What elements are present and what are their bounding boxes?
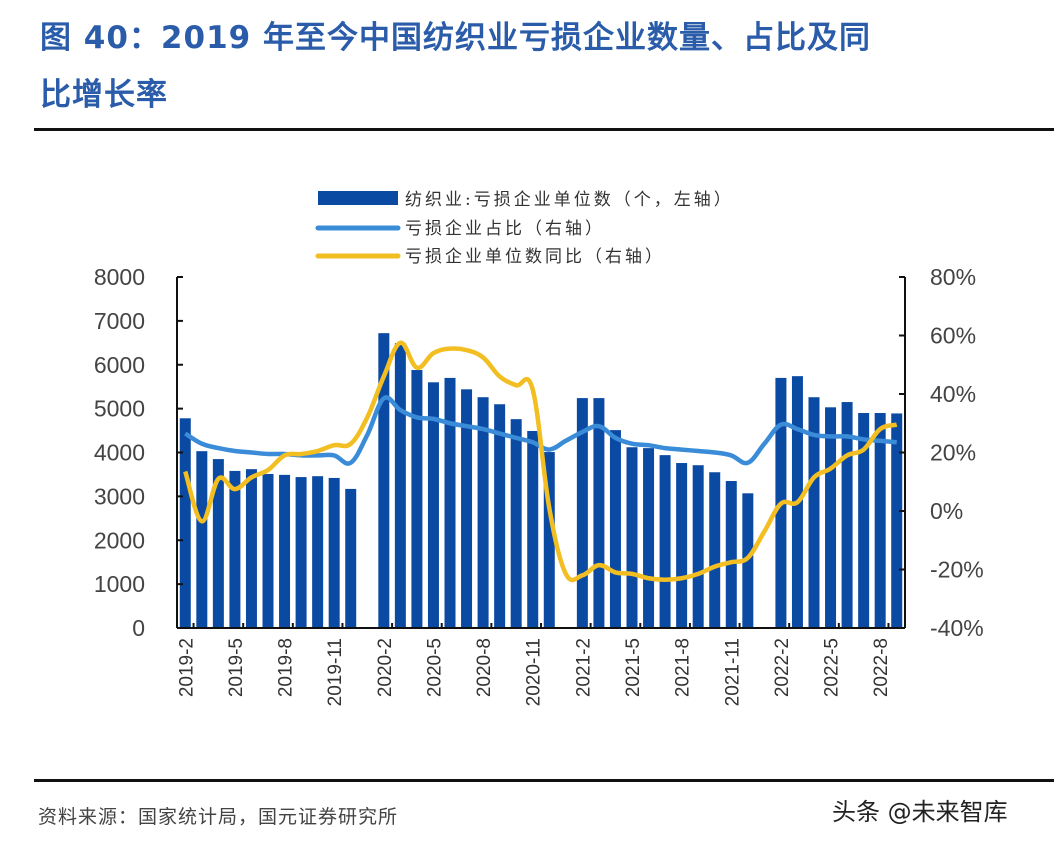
bar-2020-8 xyxy=(477,397,489,628)
legend-label-share: 亏损企业占比（右轴） xyxy=(405,219,605,239)
bar-2020-4 xyxy=(411,370,423,628)
legend-label-bars: 纺织业:亏损企业单位数（个，左轴） xyxy=(405,190,734,210)
left-tick-label: 7000 xyxy=(94,308,145,334)
line-loss-yoy xyxy=(183,340,898,583)
bar-2021-2 xyxy=(576,398,588,628)
bar-2019-2 xyxy=(179,418,191,628)
bar-2022-6 xyxy=(841,402,853,628)
right-tick-label: 80% xyxy=(930,264,976,290)
bar-2019-9 xyxy=(295,477,307,628)
bar-2019-3 xyxy=(196,451,208,628)
x-tick-label: 2019-5 xyxy=(226,638,247,697)
top-divider xyxy=(34,128,1054,131)
title-line-1: 图 40：2019 年至今中国纺织业亏损企业数量、占比及同 xyxy=(40,20,872,56)
x-tick-label: 2021-8 xyxy=(673,638,694,697)
legend-label-yoy: 亏损企业单位数同比（右轴） xyxy=(405,247,665,267)
bar-2022-8 xyxy=(874,413,886,628)
bar-2021-4 xyxy=(609,430,621,628)
bar-2019-12 xyxy=(345,488,357,628)
bar-2020-12 xyxy=(543,452,555,628)
bar-2019-7 xyxy=(262,473,274,628)
right-tick-label: 40% xyxy=(930,381,976,407)
x-tick-label: 2021-11 xyxy=(722,638,743,706)
left-tick-label: 0 xyxy=(132,615,145,641)
x-tick-label: 2019-2 xyxy=(176,638,197,697)
bar-2020-9 xyxy=(494,404,506,628)
bar-2021-11 xyxy=(725,481,737,628)
bar-2022-4 xyxy=(808,397,820,628)
x-axis-ticks: 2019-2 2019-5 2019-8 2019-11 2020-2 2020-5 202… xyxy=(176,623,892,706)
x-tick-label: 2020-11 xyxy=(524,638,545,706)
title-line-2: 比增长率 xyxy=(40,77,168,113)
right-axis-ticks: -40% -20% 0% 20% 40% 60% 80% xyxy=(899,264,984,641)
legend: 纺织业:亏损企业单位数（个，左轴） 亏损企业占比（右轴） 亏损企业单位数同比（右… xyxy=(315,190,734,267)
bar-2021-8 xyxy=(676,463,688,628)
bar-2020-3 xyxy=(394,343,406,628)
left-axis-ticks: 0 1000 2000 3000 4000 5000 6000 7000 8000 xyxy=(94,264,183,641)
bar-2020-2 xyxy=(378,333,390,628)
x-tick-label: 2019-8 xyxy=(276,638,297,697)
bar-2020-10 xyxy=(510,419,522,628)
x-tick-label: 2020-5 xyxy=(424,638,445,697)
bar-2021-3 xyxy=(593,398,605,628)
bar-2022-7 xyxy=(858,413,870,628)
x-tick-label: 2020-2 xyxy=(375,638,396,697)
bar-2019-10 xyxy=(312,476,324,628)
right-tick-label: 20% xyxy=(930,440,976,466)
bar-2019-6 xyxy=(245,469,257,628)
bar-2019-5 xyxy=(229,470,241,628)
left-tick-label: 2000 xyxy=(94,527,145,553)
left-tick-label: 4000 xyxy=(94,440,145,466)
bar-2021-7 xyxy=(659,455,671,628)
left-tick-label: 3000 xyxy=(94,483,145,509)
right-tick-label: 0% xyxy=(930,498,963,524)
bar-2022-5 xyxy=(825,407,837,628)
left-tick-label: 8000 xyxy=(94,264,145,290)
x-tick-label: 2022-5 xyxy=(822,638,843,697)
x-tick-label: 2019-11 xyxy=(325,638,346,706)
right-tick-label: -40% xyxy=(930,615,984,641)
x-tick-label: 2022-2 xyxy=(772,638,793,697)
bar-2020-5 xyxy=(427,382,439,628)
chart-title: 图 40：2019 年至今中国纺织业亏损企业数量、占比及同 比增长率 xyxy=(40,10,1040,124)
line-series xyxy=(183,340,898,583)
right-tick-label: -20% xyxy=(930,557,984,583)
left-tick-label: 5000 xyxy=(94,396,145,422)
right-tick-label: 60% xyxy=(930,323,976,349)
x-tick-label: 2022-8 xyxy=(871,638,892,697)
bar-2021-6 xyxy=(643,448,655,628)
bar-2020-6 xyxy=(444,377,456,628)
legend-swatch-bars xyxy=(318,191,398,205)
bottom-divider xyxy=(34,779,1054,782)
bar-2020-7 xyxy=(461,389,473,628)
x-tick-label: 2021-5 xyxy=(623,638,644,697)
bar-2019-11 xyxy=(328,477,340,628)
bar-2021-5 xyxy=(626,447,638,628)
bar-2022-9 xyxy=(891,413,903,628)
bar-2019-4 xyxy=(212,459,224,628)
watermark: 头条 @未来智库 xyxy=(832,798,1008,826)
bar-2019-8 xyxy=(279,474,291,628)
bar-2020-11 xyxy=(527,431,539,628)
left-tick-label: 1000 xyxy=(94,571,145,597)
x-tick-label: 2020-8 xyxy=(474,638,495,697)
left-tick-label: 6000 xyxy=(94,352,145,378)
source-note: 资料来源：国家统计局，国元证券研究所 xyxy=(38,806,399,828)
bar-series xyxy=(179,333,903,628)
bar-2021-9 xyxy=(692,465,704,628)
x-tick-label: 2021-2 xyxy=(573,638,594,697)
bar-2021-10 xyxy=(709,472,721,628)
